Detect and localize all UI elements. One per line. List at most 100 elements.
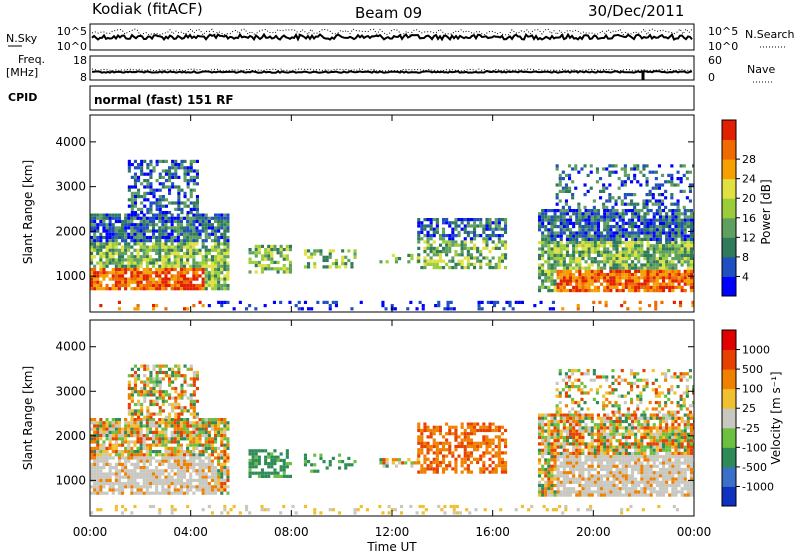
range-cell: [693, 212, 694, 216]
range-cell: [195, 235, 199, 240]
range-cell: [148, 472, 152, 476]
range-cell: [195, 239, 199, 243]
range-cell: [198, 418, 202, 422]
range-cell: [313, 463, 317, 467]
range-cell: [198, 440, 202, 444]
range-cell: [553, 289, 557, 293]
range-cell: [192, 437, 196, 441]
range-cell: [575, 419, 579, 424]
range-cell: [621, 215, 625, 219]
range-cell: [155, 274, 159, 278]
range-cell: [102, 226, 106, 230]
range-cell: [460, 422, 464, 426]
range-cell: [572, 273, 576, 277]
range-cell: [168, 367, 172, 371]
range-cell: [164, 245, 168, 249]
range-cell: [204, 280, 208, 284]
range-cell: [143, 364, 147, 368]
range-cell: [634, 282, 638, 286]
range-cell: [99, 475, 103, 479]
y-tick-label: 1000: [55, 269, 86, 283]
range-cell: [117, 261, 121, 265]
range-cell: [99, 223, 103, 227]
range-cell: [572, 279, 576, 283]
range-cell: [556, 458, 560, 462]
range-cell: [671, 282, 675, 286]
range-cell: [127, 216, 131, 220]
range-cell: [593, 269, 597, 273]
freq-frame: [89, 55, 695, 81]
range-cell: [568, 177, 572, 181]
range-cell: [569, 257, 573, 261]
range-cell: [267, 251, 271, 255]
range-cell: [267, 474, 271, 478]
range-cell: [445, 240, 449, 244]
range-cell: [426, 464, 430, 468]
range-cell: [173, 255, 177, 259]
range-cell: [572, 432, 576, 436]
range-cell: [183, 380, 187, 384]
range-cell: [99, 491, 103, 495]
range-cell: [267, 257, 271, 261]
range-cell: [479, 253, 483, 257]
range-cell: [562, 276, 566, 280]
range-cell: [223, 437, 227, 441]
range-cell: [201, 469, 205, 473]
range-cell: [643, 269, 647, 273]
range-cell: [192, 380, 196, 384]
range-cell: [575, 435, 579, 440]
range-cell: [99, 421, 103, 425]
range-cell: [93, 469, 97, 473]
range-cell: [186, 482, 190, 486]
range-cell: [99, 469, 103, 473]
range-cell: [142, 242, 146, 246]
range-cell: [189, 232, 193, 236]
range-cell: [180, 163, 184, 167]
range-cell: [214, 488, 218, 492]
range-cell: [553, 419, 557, 424]
range-cell: [164, 443, 168, 447]
range-cell: [642, 164, 646, 168]
range-cell: [146, 406, 150, 410]
range-cell: [550, 467, 554, 472]
range-cell: [680, 234, 684, 238]
range-cell: [587, 231, 591, 235]
range-cell: [627, 279, 631, 283]
range-cell: [479, 218, 483, 222]
range-cell: [133, 179, 137, 183]
range-cell: [584, 215, 588, 219]
range-cell: [668, 221, 672, 225]
range-cell: [313, 262, 317, 266]
range-cell: [469, 224, 473, 228]
range-cell: [130, 386, 134, 391]
range-cell: [559, 493, 563, 497]
range-cell: [189, 367, 193, 371]
range-cell: [686, 215, 690, 219]
range-cell: [105, 213, 109, 217]
range-cell: [479, 441, 483, 445]
range-cell: [282, 458, 286, 462]
range-cell: [553, 253, 557, 257]
range-cell: [148, 261, 152, 265]
range-cell: [186, 430, 190, 434]
range-cell: [620, 202, 624, 206]
range-cell: [164, 185, 168, 189]
range-cell: [186, 213, 190, 217]
range-cell: [161, 390, 165, 394]
range-cell: [482, 467, 486, 471]
range-cell: [667, 173, 671, 177]
range-cell: [686, 263, 690, 267]
range-cell: [152, 264, 156, 268]
range-cell: [179, 277, 183, 281]
range-cell: [662, 260, 666, 264]
range-cell: [254, 465, 258, 469]
range-cell: [251, 452, 255, 456]
range-cell: [626, 202, 630, 206]
range-cell: [145, 251, 149, 256]
range-cell: [161, 182, 165, 186]
range-cell: [547, 487, 551, 491]
range-cell: [176, 226, 180, 230]
range-cell: [164, 364, 168, 368]
range-cell: [683, 289, 687, 293]
range-cell: [432, 234, 436, 238]
